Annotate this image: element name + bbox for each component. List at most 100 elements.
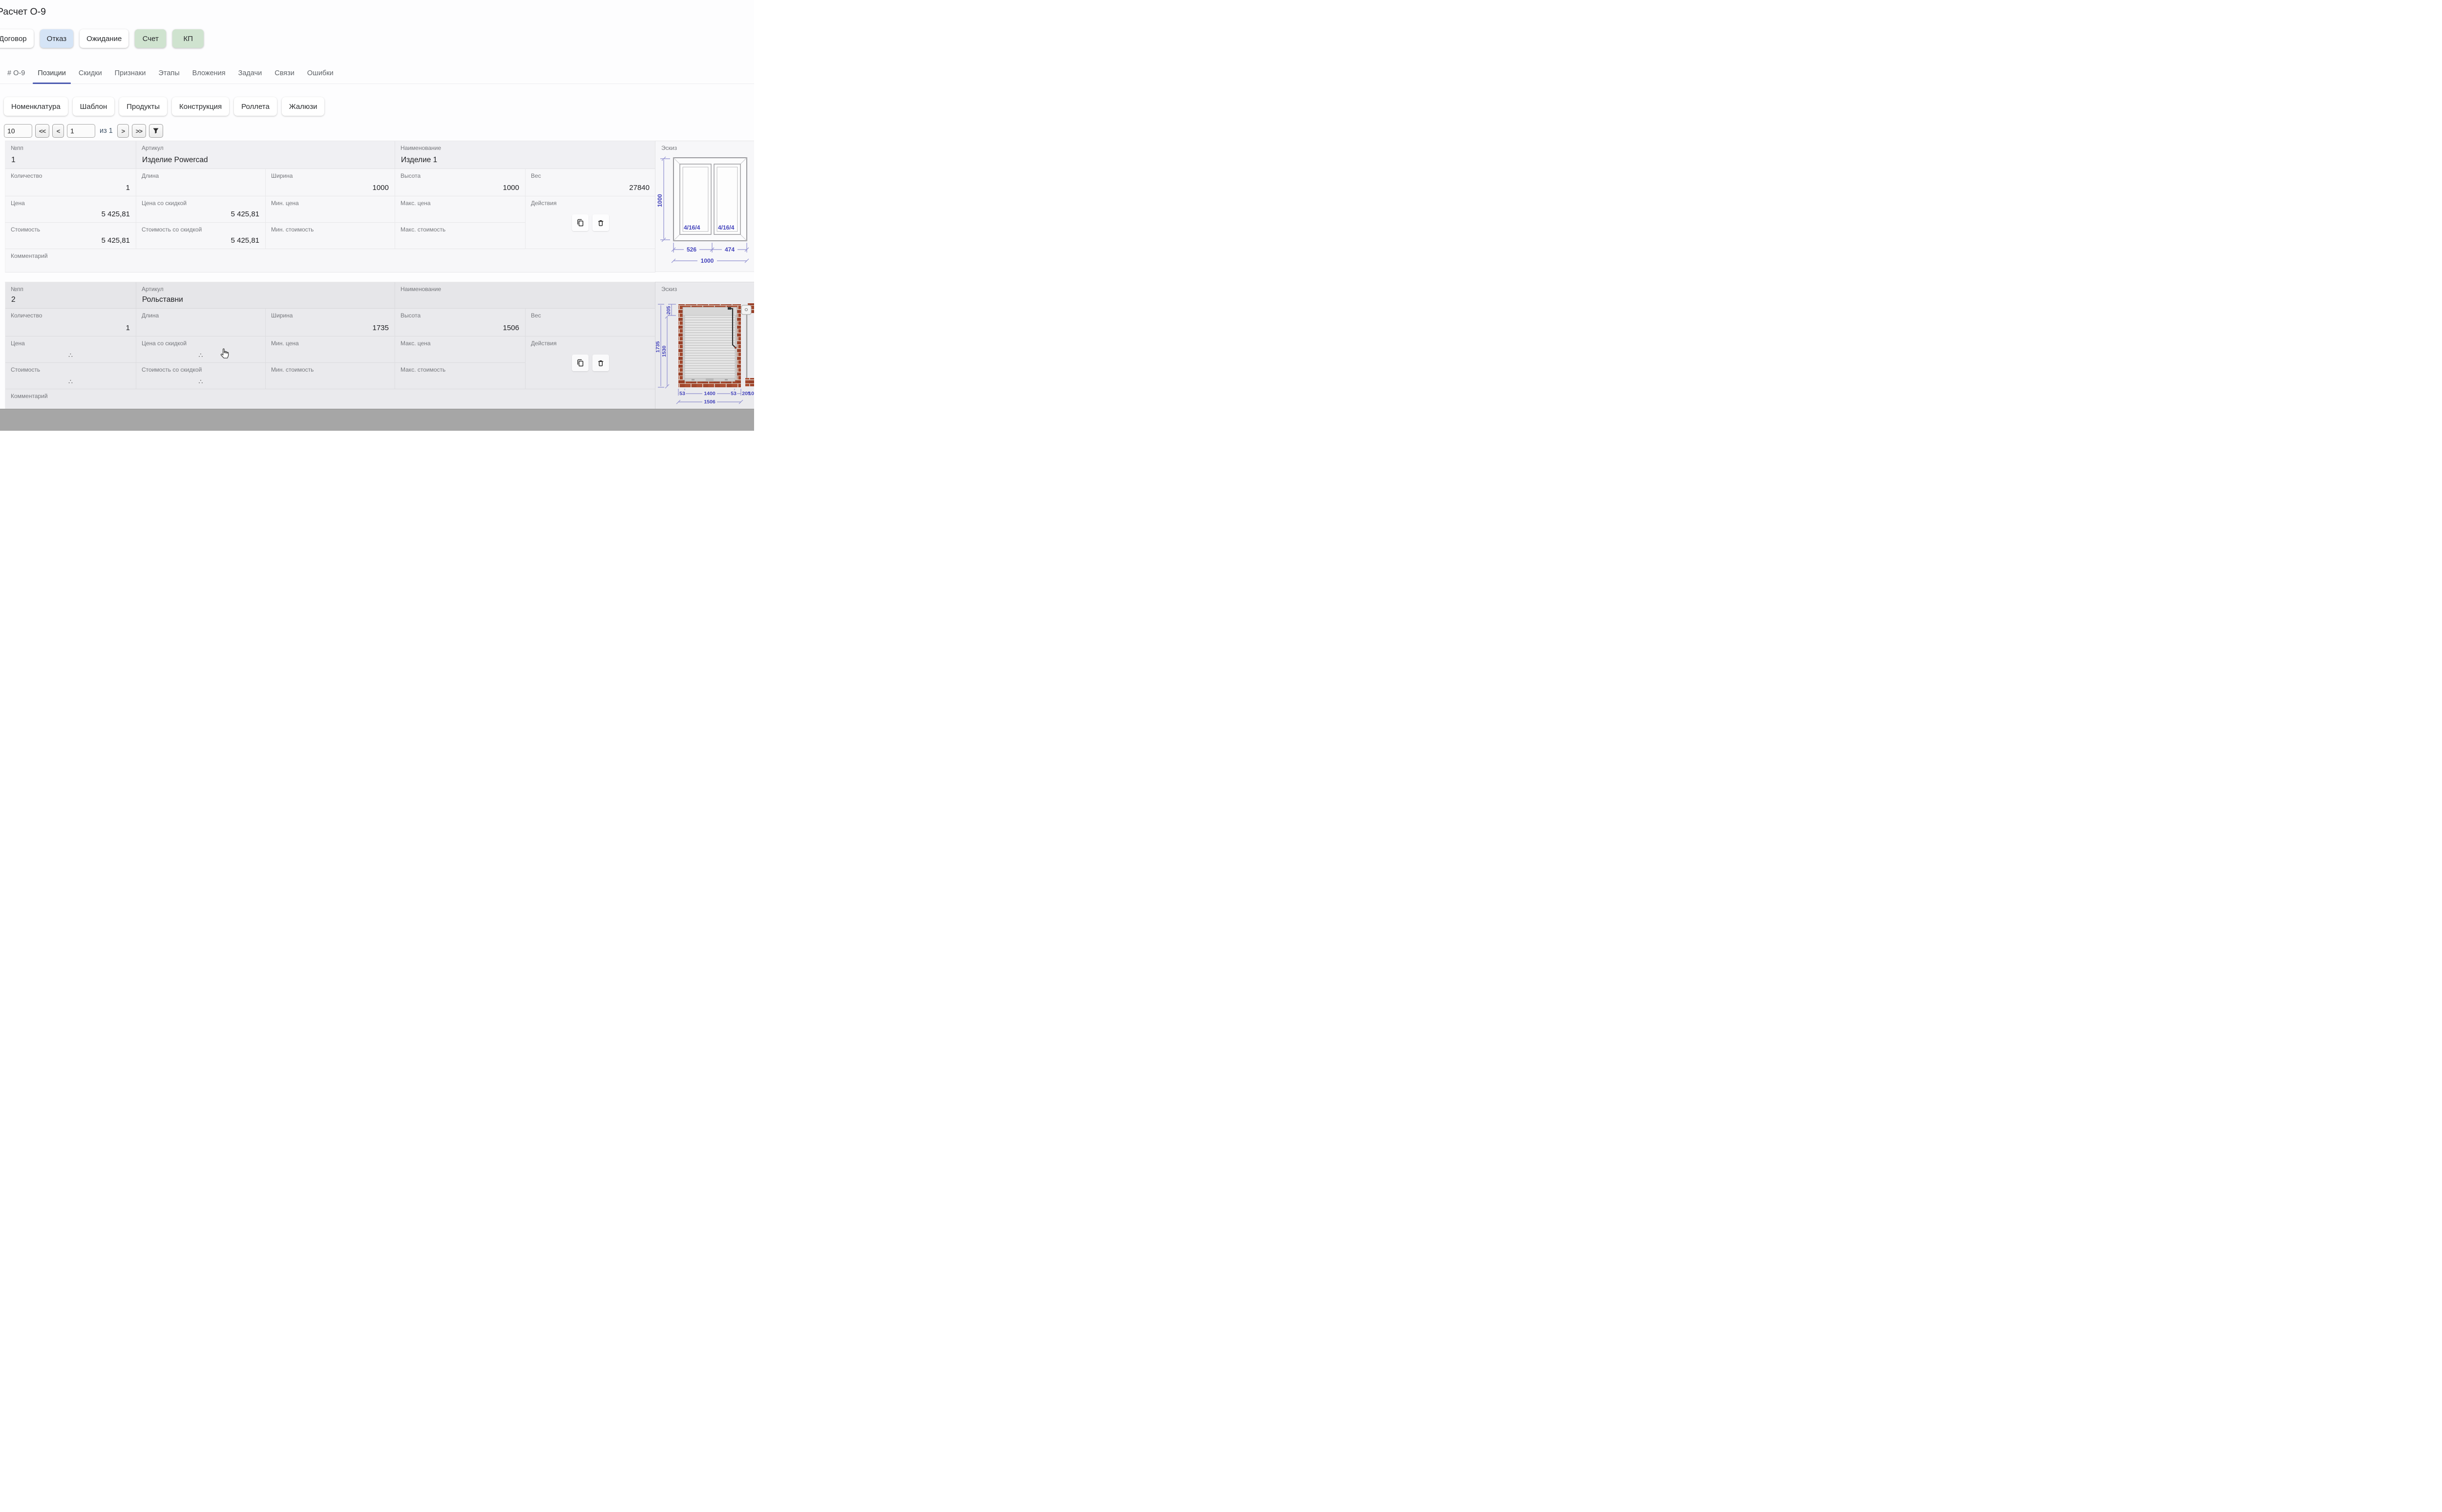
field-max-cost[interactable]: Макс. стоимость bbox=[395, 223, 526, 249]
last-page-button[interactable]: >> bbox=[131, 124, 146, 138]
field-value: 1 bbox=[126, 184, 130, 192]
field-label: Вес bbox=[531, 172, 541, 179]
sketch-label: Эскиз bbox=[661, 286, 677, 293]
field-height[interactable]: Высота 1506 bbox=[395, 309, 526, 336]
field-articul[interactable]: Артикул Рольставни bbox=[136, 282, 395, 309]
tab-bar: # О-9 Позиции Скидки Признаки Этапы Влож… bbox=[0, 63, 754, 84]
field-comment[interactable]: Комментарий bbox=[5, 249, 655, 273]
tab-errors[interactable]: Ошибки bbox=[307, 69, 334, 77]
field-max-price[interactable]: Макс. цена bbox=[395, 336, 526, 363]
field-value: 2 bbox=[11, 295, 16, 304]
products-button[interactable]: Продукты bbox=[119, 97, 168, 116]
field-articul[interactable]: Артикул Изделие Powercad bbox=[136, 141, 395, 169]
field-label: №пп bbox=[11, 145, 23, 151]
status-button-kp[interactable]: КП bbox=[172, 29, 204, 48]
field-width[interactable]: Ширина 1735 bbox=[266, 309, 395, 336]
field-label: Стоимость со скидкой bbox=[142, 366, 202, 373]
jalousie-button[interactable]: Жалюзи bbox=[281, 97, 325, 116]
svg-text:100: 100 bbox=[748, 391, 754, 397]
svg-text:1506: 1506 bbox=[704, 399, 716, 405]
page-size-input[interactable] bbox=[4, 124, 32, 138]
field-label: Мин. цена bbox=[271, 340, 299, 347]
field-label: Стоимость bbox=[11, 226, 41, 233]
field-name[interactable]: Наименование Изделие 1 bbox=[395, 141, 655, 169]
field-label: Мин. стоимость bbox=[271, 366, 314, 373]
field-length[interactable]: Длина bbox=[136, 169, 266, 196]
field-label: Наименование bbox=[400, 145, 442, 151]
field-comment[interactable]: Комментарий bbox=[5, 389, 655, 410]
tab-links[interactable]: Связи bbox=[274, 69, 295, 77]
prev-page-button[interactable]: < bbox=[52, 124, 64, 138]
field-height[interactable]: Высота 1000 bbox=[395, 169, 526, 196]
field-value: 1000 bbox=[503, 184, 519, 192]
field-num[interactable]: №пп 1 bbox=[5, 141, 136, 169]
field-num[interactable]: №пп 2 bbox=[5, 282, 136, 309]
tab-o-9[interactable]: # О-9 bbox=[7, 69, 25, 77]
status-button-ozhidanie[interactable]: Ожидание bbox=[80, 29, 129, 48]
field-value: 1 bbox=[11, 156, 16, 164]
field-price[interactable]: Цена 5 425,81 bbox=[5, 196, 136, 223]
field-width[interactable]: Ширина 1000 bbox=[266, 169, 395, 196]
trash-icon bbox=[596, 358, 605, 367]
field-value: 5 425,81 bbox=[231, 236, 259, 245]
field-label: №пп bbox=[11, 286, 23, 293]
svg-text:1000: 1000 bbox=[656, 194, 663, 207]
delete-position-button[interactable] bbox=[592, 354, 609, 371]
field-cost[interactable]: Стоимость ∴ bbox=[5, 363, 136, 389]
field-weight[interactable]: Вес bbox=[526, 309, 655, 336]
svg-text:1530: 1530 bbox=[661, 345, 667, 357]
field-qty[interactable]: Количество 1 bbox=[5, 169, 136, 196]
field-max-price[interactable]: Макс. цена bbox=[395, 196, 526, 223]
first-page-button[interactable]: << bbox=[35, 124, 49, 138]
field-min-cost[interactable]: Мин. стоимость bbox=[266, 363, 395, 389]
copy-position-button[interactable] bbox=[572, 354, 589, 371]
template-button[interactable]: Шаблон bbox=[72, 97, 115, 116]
svg-text:53: 53 bbox=[679, 391, 685, 397]
field-weight[interactable]: Вес 27840 bbox=[526, 169, 655, 196]
field-cost-disc[interactable]: Стоимость со скидкой 5 425,81 bbox=[136, 223, 266, 249]
next-page-button[interactable]: > bbox=[117, 124, 129, 138]
field-min-cost[interactable]: Мин. стоимость bbox=[266, 223, 395, 249]
roller-shutter-sketch: 205 1735 1530 53 1400 53 205 100 1506 bbox=[655, 303, 754, 405]
tab-attachments[interactable]: Вложения bbox=[192, 69, 226, 77]
loading-dots: ∴ bbox=[68, 378, 73, 385]
delete-position-button[interactable] bbox=[592, 214, 609, 231]
status-button-otkaz[interactable]: Отказ bbox=[40, 29, 74, 48]
field-label: Вес bbox=[531, 312, 541, 319]
loading-dots: ∴ bbox=[198, 351, 203, 359]
field-cost-disc[interactable]: Стоимость со скидкой ∴ bbox=[136, 363, 266, 389]
construction-button[interactable]: Конструкция bbox=[172, 97, 230, 116]
status-button-dogovor[interactable]: Договор bbox=[0, 29, 34, 48]
field-price[interactable]: Цена ∴ bbox=[5, 336, 136, 363]
rolleta-button[interactable]: Роллета bbox=[234, 97, 277, 116]
field-value: 5 425,81 bbox=[101, 210, 130, 218]
field-price-disc[interactable]: Цена со скидкой 5 425,81 bbox=[136, 196, 266, 223]
tab-stages[interactable]: Этапы bbox=[158, 69, 180, 77]
field-min-price[interactable]: Мин. цена bbox=[266, 336, 395, 363]
sketch-panel-1: Эскиз 4/16/4 4/16/4 1000 526 474 bbox=[655, 141, 754, 272]
sketch-panel-2: Эскиз bbox=[655, 282, 754, 409]
nomenclature-button[interactable]: Номенклатура bbox=[4, 97, 68, 116]
status-button-schet[interactable]: Счет bbox=[135, 29, 167, 48]
field-name[interactable]: Наименование bbox=[395, 282, 655, 309]
tab-tasks[interactable]: Задачи bbox=[238, 69, 262, 77]
field-length[interactable]: Длина bbox=[136, 309, 266, 336]
field-min-price[interactable]: Мин. цена bbox=[266, 196, 395, 223]
field-price-disc[interactable]: Цена со скидкой ∴ bbox=[136, 336, 266, 363]
field-cost[interactable]: Стоимость 5 425,81 bbox=[5, 223, 136, 249]
filter-button[interactable] bbox=[148, 124, 163, 138]
sketch-label: Эскиз bbox=[661, 145, 677, 151]
field-max-cost[interactable]: Макс. стоимость bbox=[395, 363, 526, 389]
field-qty[interactable]: Количество 1 bbox=[5, 309, 136, 336]
tab-discounts[interactable]: Скидки bbox=[78, 69, 102, 77]
trash-icon bbox=[596, 218, 605, 227]
field-value: Изделие Powercad bbox=[142, 156, 208, 164]
page-number-input[interactable] bbox=[67, 124, 95, 138]
tab-positions[interactable]: Позиции bbox=[31, 63, 72, 84]
tab-attributes[interactable]: Признаки bbox=[114, 69, 146, 77]
svg-text:53: 53 bbox=[731, 391, 737, 397]
svg-text:1000: 1000 bbox=[701, 257, 714, 264]
field-label: Цена bbox=[11, 200, 25, 207]
copy-position-button[interactable] bbox=[572, 214, 589, 231]
field-label: Стоимость со скидкой bbox=[142, 226, 202, 233]
